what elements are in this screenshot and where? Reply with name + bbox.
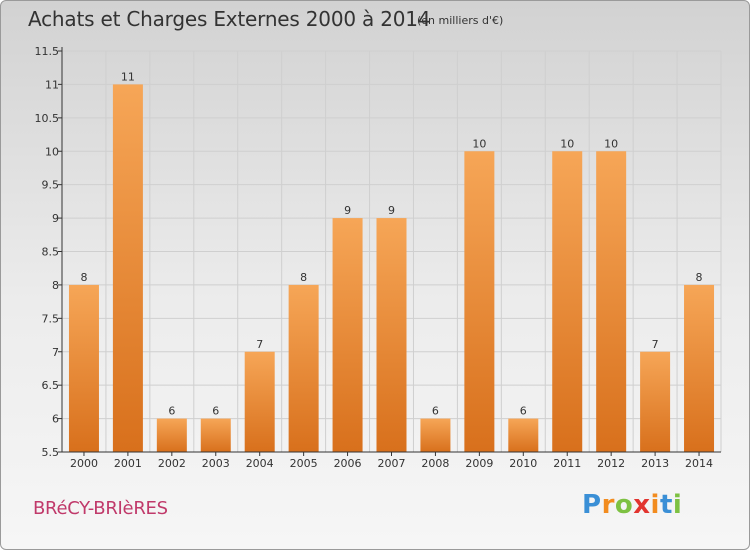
y-tick-label: 10 [45,145,59,158]
bar [200,418,231,452]
bar [244,351,275,452]
y-tick-label: 5.5 [42,446,60,459]
x-tick-label: 2004 [246,457,274,470]
bar-value-label: 8 [696,271,703,284]
x-tick-label: 2005 [290,457,318,470]
x-tick-label: 2013 [641,457,669,470]
y-tick-label: 9.5 [42,179,60,192]
bar [464,151,495,452]
bar [420,418,451,452]
bar-value-label: 11 [121,70,135,83]
x-tick-label: 2003 [202,457,230,470]
bar [112,84,143,453]
bar [596,151,627,452]
bar-value-label: 8 [80,271,87,284]
bars [68,84,715,453]
x-tick-label: 2002 [158,457,186,470]
bar-value-label: 6 [432,405,439,418]
x-tick-label: 2008 [421,457,449,470]
x-tick-label: 2014 [685,457,713,470]
bar-value-label: 10 [560,137,574,150]
axes [58,47,721,456]
x-tick-label: 2011 [553,457,581,470]
y-tick-label: 8 [52,279,59,292]
bar [156,418,187,452]
bar-value-label: 10 [604,137,618,150]
y-tick-label: 7.5 [42,312,60,325]
bar [508,418,539,452]
x-tick-label: 2000 [70,457,98,470]
y-tick-label: 8.5 [42,246,60,259]
y-tick-label: 11 [45,78,59,91]
bar-value-label: 8 [300,271,307,284]
bar-value-label: 9 [344,204,351,217]
y-tick-label: 10.5 [35,112,60,125]
bar [332,218,363,452]
bar-value-label: 9 [388,204,395,217]
bar [684,284,715,452]
x-tick-label: 2010 [509,457,537,470]
chart-title: Achats et Charges Externes 2000 à 2014 [28,7,431,31]
x-tick-label: 2001 [114,457,142,470]
y-tick-label: 11.5 [35,45,60,58]
bar-value-label: 6 [212,405,219,418]
bar [288,284,319,452]
bar-value-label: 7 [256,338,263,351]
town-name: BRéCY-BRIèRES [33,498,168,519]
bar-value-label: 6 [520,405,527,418]
bar-value-label: 7 [652,338,659,351]
labels: 5.5 6 6.5 7 7.5 8 8.5 9 9.5 10 10.5 11 11.5 8 2000 11 20… [35,45,714,470]
chart-subtitle: (en milliers d'€) [417,14,504,27]
bar-value-label: 10 [472,137,486,150]
bar [68,284,99,452]
bar [552,151,583,452]
x-tick-label: 2007 [378,457,406,470]
bar [376,218,407,452]
x-tick-label: 2009 [465,457,493,470]
y-tick-label: 9 [52,212,59,225]
y-tick-label: 6 [52,413,59,426]
x-tick-label: 2006 [334,457,362,470]
proxiti-logo: Proxiti [582,490,683,520]
y-tick-label: 7 [52,346,59,359]
bar [640,351,671,452]
bar-value-label: 6 [168,405,175,418]
y-tick-label: 6.5 [42,379,60,392]
x-tick-label: 2012 [597,457,625,470]
